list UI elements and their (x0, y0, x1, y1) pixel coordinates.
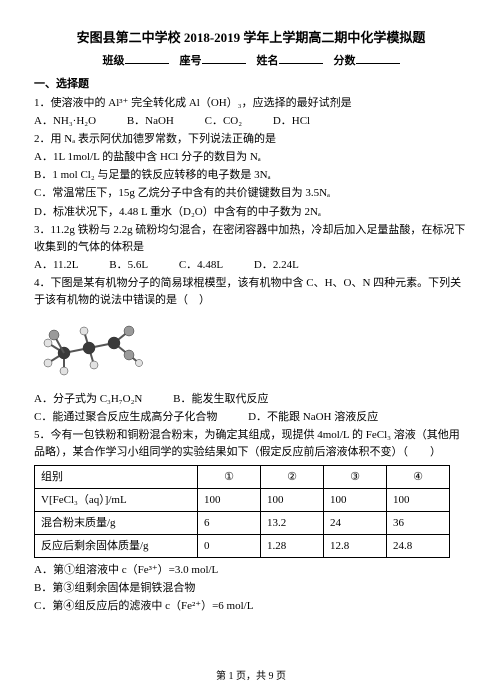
page-footer: 第 1 页，共 9 页 (0, 669, 502, 685)
q2-opt-b: B．1 mol Cl₂ 与足量的铁反应转移的电子数是 3Nₐ (34, 167, 468, 184)
table-cell: 混合粉末质量/g (35, 512, 198, 535)
q5-opt-b: B．第③组剩余固体是铜铁混合物 (34, 580, 468, 597)
table-cell: 1.28 (261, 535, 324, 558)
name-label: 姓名 (257, 55, 279, 67)
table-cell: 0 (198, 535, 261, 558)
page-title: 安图县第二中学校 2018-2019 学年上学期高二期中化学模拟题 (34, 28, 468, 48)
table-row: 混合粉末质量/g 6 13.2 24 36 (35, 512, 450, 535)
q4-opt-c: C．能通过聚合反应生成高分子化合物 (34, 409, 217, 426)
q1-opt-a: A．NH₃·H₂O (34, 113, 96, 130)
seat-blank (202, 52, 246, 64)
table-cell: 100 (324, 489, 387, 512)
table-cell: 24 (324, 512, 387, 535)
section-1-title: 一、选择题 (34, 76, 468, 93)
q2-opt-c: C．常温常压下，15g 乙烷分子中含有的共价键键数目为 3.5Nₐ (34, 185, 468, 202)
q1-options: A．NH₃·H₂O B．NaOH C．CO₂ D．HCl (34, 113, 468, 130)
q4-options-row1: A．分子式为 C₃H₇O₂N B．能发生取代反应 (34, 391, 468, 408)
table-cell: 6 (198, 512, 261, 535)
table-cell: 36 (387, 512, 450, 535)
class-label: 班级 (103, 55, 125, 67)
score-blank (356, 52, 400, 64)
molecule-diagram (34, 313, 468, 389)
table-row: 组别 ① ② ③ ④ (35, 466, 450, 489)
q1-stem: 1．使溶液中的 Al³⁺ 完全转化成 Al（OH）₃，应选择的最好试剂是 (34, 95, 468, 112)
table-row: 反应后剩余固体质量/g 0 1.28 12.8 24.8 (35, 535, 450, 558)
q1-opt-c: C．CO₂ (205, 113, 242, 130)
q4-opt-a: A．分子式为 C₃H₇O₂N (34, 391, 142, 408)
q3-opt-b: B．5.6L (109, 257, 148, 274)
q5-opt-c: C．第④组反应后的滤液中 c（Fe²⁺）=6 mol/L (34, 598, 468, 615)
seat-label: 座号 (180, 55, 202, 67)
table-cell: ① (198, 466, 261, 489)
q4-stem: 4．下图是某有机物分子的简易球棍模型，该有机物中含 C、H、O、N 四种元素。下… (34, 275, 468, 309)
table-cell: V[FeCl₃（aq）]/mL (35, 489, 198, 512)
table-cell: 100 (198, 489, 261, 512)
table-cell: 13.2 (261, 512, 324, 535)
table-cell: 100 (387, 489, 450, 512)
q3-opt-d: D．2.24L (254, 257, 299, 274)
q4-options-row2: C．能通过聚合反应生成高分子化合物 D．不能跟 NaOH 溶液反应 (34, 409, 468, 426)
name-blank (279, 52, 323, 64)
q3-options: A．11.2L B．5.6L C．4.48L D．2.24L (34, 257, 468, 274)
q3-opt-a: A．11.2L (34, 257, 79, 274)
q1-opt-b: B．NaOH (127, 113, 174, 130)
q3-stem: 3．11.2g 铁粉与 2.2g 硫粉均匀混合，在密闭容器中加热，冷却后加入足量… (34, 222, 468, 256)
q3-opt-c: C．4.48L (179, 257, 223, 274)
q2-opt-a: A．1L 1mol/L 的盐酸中含 HCl 分子的数目为 Nₐ (34, 149, 468, 166)
score-label: 分数 (334, 55, 356, 67)
student-info-line: 班级 座号 姓名 分数 (34, 52, 468, 70)
table-cell: 24.8 (387, 535, 450, 558)
q1-opt-d: D．HCl (273, 113, 310, 130)
q5-opt-a: A．第①组溶液中 c（Fe³⁺）=3.0 mol/L (34, 562, 468, 579)
q4-opt-b: B．能发生取代反应 (173, 391, 268, 408)
table-cell: 组别 (35, 466, 198, 489)
q5-stem: 5．今有一包铁粉和铜粉混合粉末，为确定其组成，现提供 4mol/L 的 FeCl… (34, 427, 468, 461)
q2-stem: 2．用 Nₐ 表示阿伏加德罗常数，下列说法正确的是 (34, 131, 468, 148)
class-blank (125, 52, 169, 64)
table-row: V[FeCl₃（aq）]/mL 100 100 100 100 (35, 489, 450, 512)
exam-page: 安图县第二中学校 2018-2019 学年上学期高二期中化学模拟题 班级 座号 … (0, 0, 502, 694)
table-cell: ④ (387, 466, 450, 489)
table-cell: ② (261, 466, 324, 489)
table-cell: 100 (261, 489, 324, 512)
q4-opt-d: D．不能跟 NaOH 溶液反应 (248, 409, 378, 426)
table-cell: ③ (324, 466, 387, 489)
q5-table: 组别 ① ② ③ ④ V[FeCl₃（aq）]/mL 100 100 100 1… (34, 465, 450, 558)
table-cell: 12.8 (324, 535, 387, 558)
q2-opt-d: D．标准状况下，4.48 L 重水（D₂O）中含有的中子数为 2Nₐ (34, 204, 468, 221)
table-cell: 反应后剩余固体质量/g (35, 535, 198, 558)
